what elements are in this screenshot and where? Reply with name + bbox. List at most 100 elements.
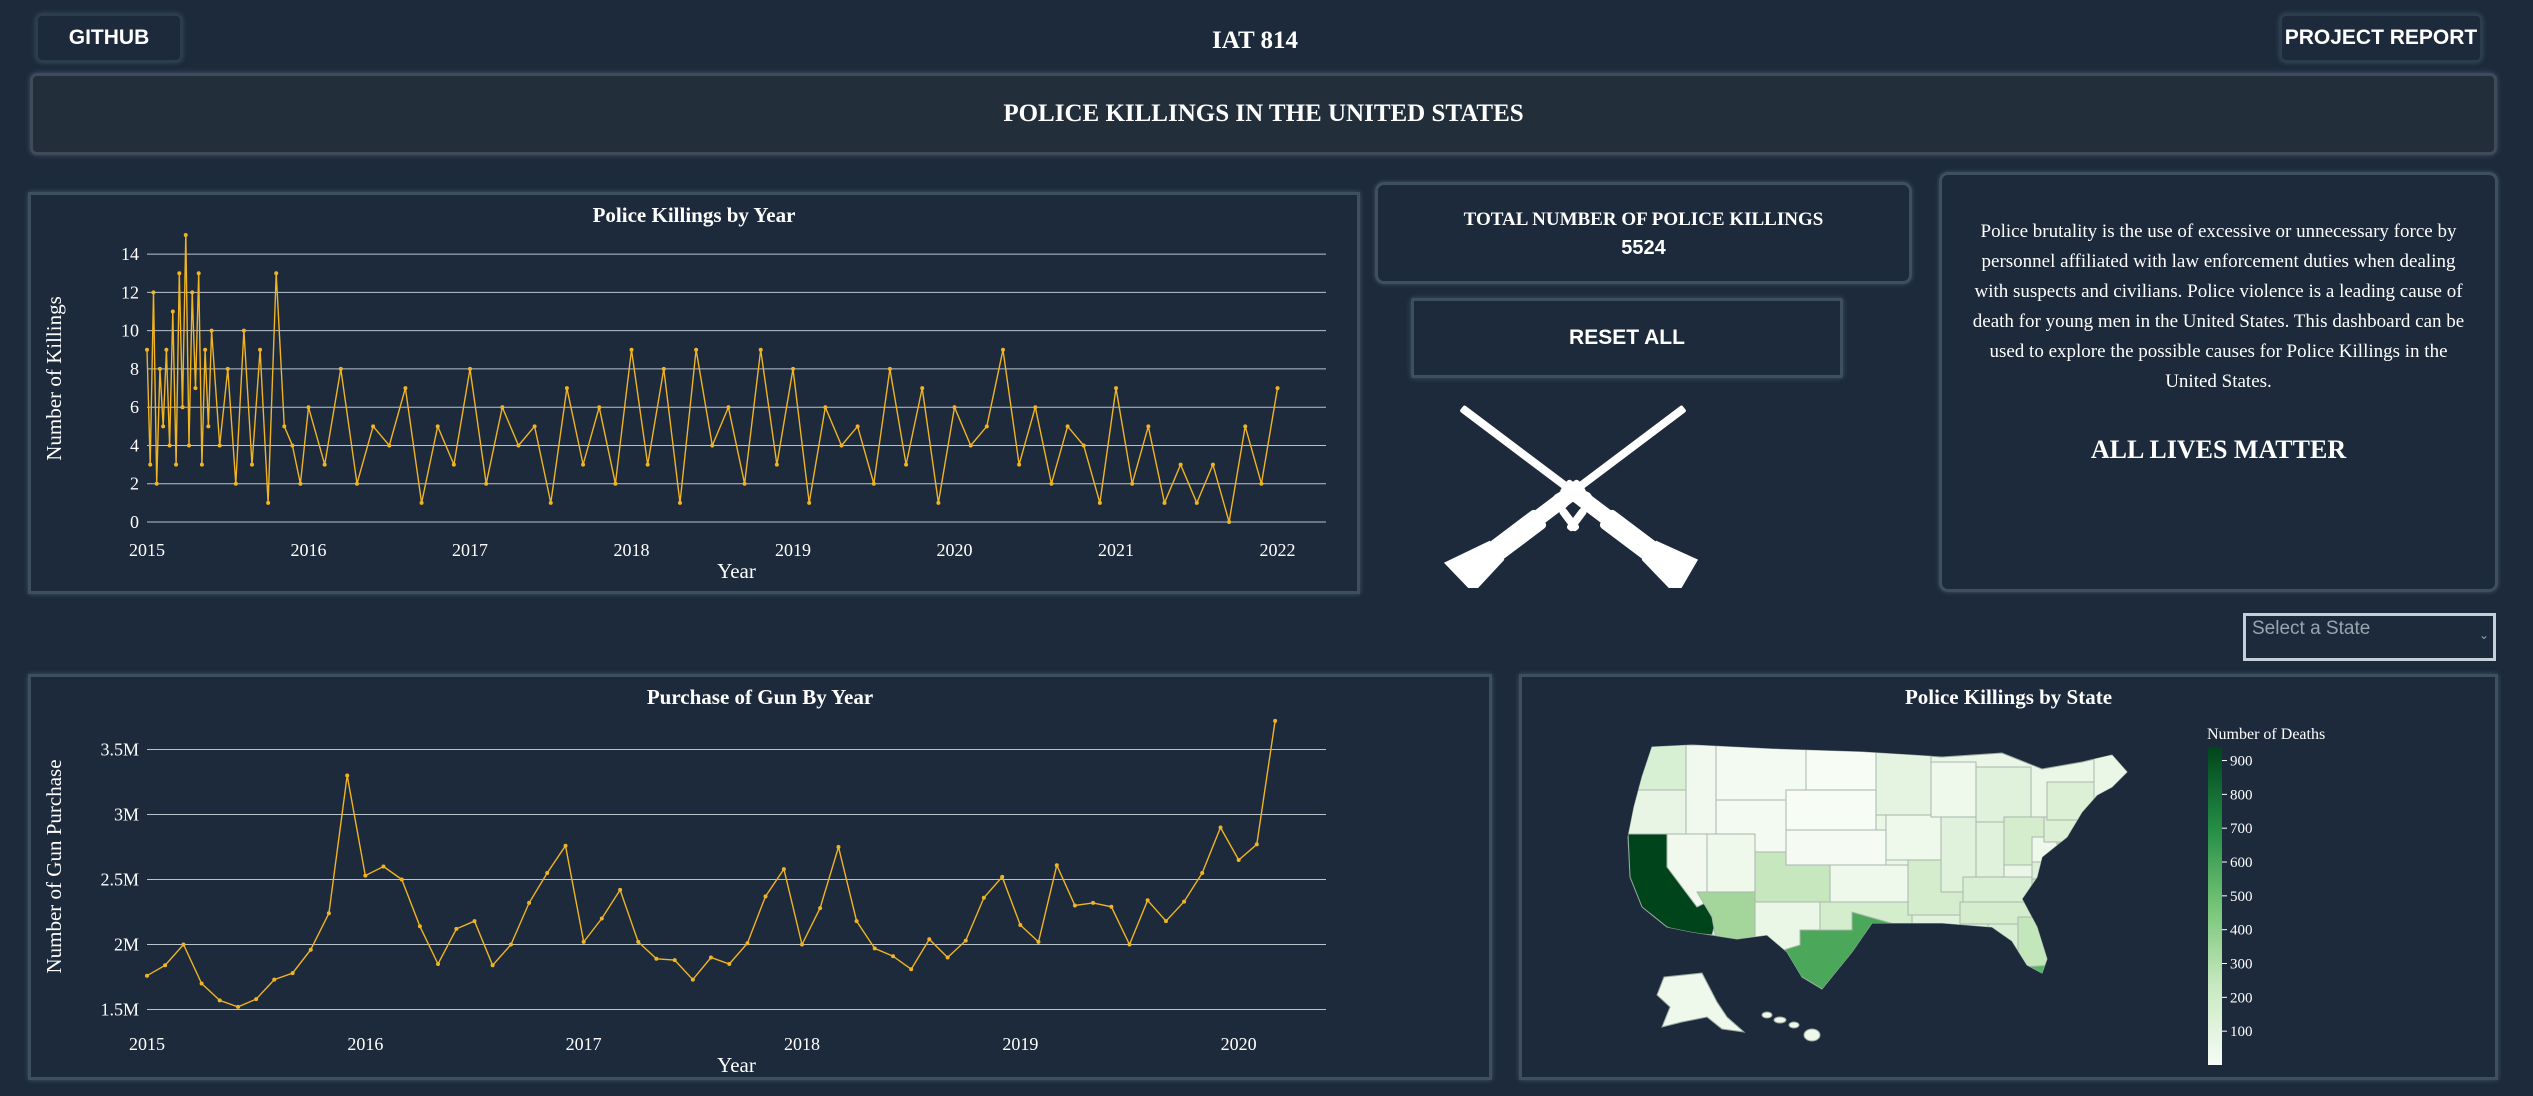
state-ga[interactable] [2017,916,2057,973]
state-in[interactable] [1975,821,2005,878]
y-tick-label: 3.5M [100,740,139,760]
colorbar-tick-label: 800 [2230,787,2253,803]
state-select-placeholder: Select a State [2252,618,2371,639]
data-point [1243,424,1248,429]
data-point [1200,871,1205,875]
data-point [981,895,986,900]
state-hi[interactable] [1761,1011,1821,1042]
state-la[interactable] [1921,956,1973,997]
data-point [613,481,618,486]
state-wi[interactable] [1930,761,1977,818]
data-point [199,981,204,986]
x-tick-label: 2020 [937,540,973,560]
x-tick-label: 2017 [452,540,488,560]
data-point [636,939,641,944]
state-fl[interactable] [1991,964,2071,1022]
data-point [1194,500,1199,505]
state-ks[interactable] [1829,864,1909,903]
state-al[interactable] [1987,923,2019,980]
info-text: Police brutality is the use of excessive… [1972,221,2465,392]
killings-by-year-chart[interactable]: 0 2 4 6 8 10 12 14 2015 2016 2017 2018 2019 2020 2021 2… [31,195,1357,591]
map-colorbar [2208,747,2222,1065]
state-pa[interactable] [2043,816,2095,843]
banner: POLICE KILLINGS IN THE UNITED STATES [30,73,2497,155]
state-select[interactable]: Select a State ⌄ [2243,613,2496,661]
data-point [236,1004,241,1009]
data-point [1227,520,1232,524]
us-choropleth-map[interactable]: Number of Deaths 100 200 300 400 500 600 700 80… [1522,677,2495,1077]
state-mi[interactable] [1975,766,2032,823]
state-sc[interactable] [2041,901,2083,928]
state-ut[interactable] [1706,833,1756,893]
data-point [854,919,859,924]
data-point [151,290,156,295]
data-point [891,954,896,959]
data-point [417,924,422,929]
github-button[interactable]: GITHUB [36,14,182,62]
state-ia[interactable] [1885,814,1942,861]
killings-by-state-panel: Police Killings by State [1519,674,2498,1080]
data-point [490,963,495,968]
data-point [203,347,208,352]
data-point [836,845,841,849]
data-point [170,309,175,314]
state-ne[interactable] [1785,829,1887,866]
y-axis-label: Number of Killings [42,296,66,460]
data-point [1236,858,1241,862]
data-point [177,271,182,276]
data-point [354,481,359,486]
state-ms[interactable] [1959,923,1989,980]
state-tx[interactable] [1776,911,1928,1032]
data-point [1081,443,1086,448]
data-point [927,937,932,942]
data-point [516,443,521,448]
data-point [677,500,682,505]
y-tick-label: 2.5M [100,870,139,890]
data-point [272,977,277,982]
state-wa[interactable] [1628,745,1695,791]
site-title: IAT 814 [1212,27,1298,54]
data-point [597,405,602,410]
state-sd[interactable] [1785,789,1877,831]
state-nc[interactable] [2031,876,2103,906]
state-id[interactable] [1685,745,1717,835]
data-point [403,386,408,391]
state-ar[interactable] [1911,914,1961,958]
y-tick-label: 8 [130,359,139,379]
data-point [618,887,623,892]
data-point [909,967,914,972]
data-point [436,962,441,966]
data-point [672,958,677,963]
data-point [563,843,568,848]
data-point [371,424,376,429]
data-point [1018,923,1023,927]
data-point [163,963,168,968]
reset-all-button[interactable]: RESET ALL [1411,298,1843,378]
data-point [963,938,968,943]
project-report-button[interactable]: PROJECT REPORT [2280,14,2482,62]
data-point [183,233,188,237]
data-point [484,481,489,486]
data-point [435,424,440,429]
state-ak[interactable] [1656,972,1746,1033]
map-title: Police Killings by State [1904,685,2113,709]
data-point [872,946,877,951]
state-va[interactable] [2031,854,2103,880]
gun-purchase-chart[interactable]: 1.5M 2M 2.5M 3M 3.5M 2015 2016 2017 2018 2019 2020… [31,677,1489,1077]
data-point [145,973,149,978]
y-tick-label: 4 [130,435,139,455]
y-tick-label: 2M [114,935,139,955]
data-point [363,873,368,878]
state-tn[interactable] [1959,901,2051,925]
data-point [167,443,172,448]
data-point [661,366,666,371]
state-mn[interactable] [1875,745,1932,816]
colorbar-tick-label: 100 [2230,1024,2253,1040]
data-point [823,405,828,410]
data-point [1163,919,1168,924]
data-point [871,481,876,486]
x-axis-label: Year [717,559,756,583]
state-ne-states[interactable] [2093,754,2134,821]
state-ky[interactable] [1962,876,2044,903]
info-panel: Police brutality is the use of excessive… [1939,172,2498,592]
